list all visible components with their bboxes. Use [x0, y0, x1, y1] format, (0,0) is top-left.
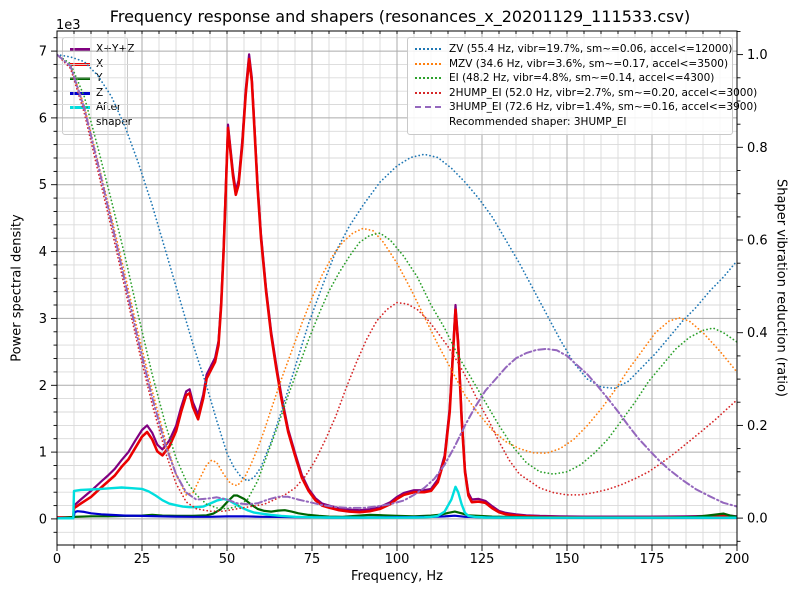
- tick-marks: [51, 31, 743, 551]
- legend-label: MZV (34.6 Hz, vibr=3.6%, sm~=0.17, accel…: [449, 57, 729, 70]
- y-right-tick-label: 0.4: [747, 326, 768, 341]
- curve-hump2: [57, 53, 737, 513]
- curves: [57, 53, 737, 520]
- y-left-tick-label: 5: [39, 178, 47, 193]
- x-tick-label: 100: [385, 552, 410, 567]
- x-tick-label: 50: [219, 552, 236, 567]
- chart-title: Frequency response and shapers (resonanc…: [109, 7, 691, 26]
- x-tick-label: 125: [470, 552, 495, 567]
- curve-x: [57, 57, 737, 519]
- y-left-tick-label: 0: [39, 512, 47, 527]
- curve-ei: [57, 53, 737, 510]
- legend-label: Z: [96, 86, 104, 99]
- recommended-shaper-text: Recommended shaper: 3HUMP_EI: [449, 115, 627, 128]
- y-axis-offset-text: 1e3: [56, 18, 81, 33]
- line-swatch-ei: [415, 77, 441, 80]
- line-swatch-mzv: [415, 62, 441, 65]
- x-tick-label: 25: [134, 552, 151, 567]
- line-swatch-3hump-ei: [415, 106, 441, 109]
- y-right-tick-label: 0.6: [747, 234, 768, 249]
- legend-footer-recommended-shaper: Recommended shaper: 3HUMP_EI: [415, 115, 725, 130]
- legend-label: ZV (55.4 Hz, vibr=19.7%, sm~=0.06, accel…: [449, 43, 733, 55]
- legend-label: EI (48.2 Hz, vibr=4.8%, sm~=0.14, accel<…: [449, 72, 715, 85]
- legend-item-2hump-ei: 2HUMP_EI (52.0 Hz, vibr=2.7%, sm~=0.20, …: [415, 86, 757, 101]
- y-right-tick-label: 1.0: [747, 48, 768, 63]
- line-swatch-2hump-ei: [415, 91, 441, 94]
- x-tick-label: 200: [725, 552, 750, 567]
- curve-after: [57, 485, 737, 520]
- x-tick-label: 75: [304, 552, 321, 567]
- y-left-tick-label: 7: [39, 45, 47, 60]
- y-right-tick-label: 0.2: [747, 419, 768, 434]
- tick-labels: 0 25 50 75 100 125 150 175 200 0 1 2 3 4 5 6 7 0.0 0.2 0.4 0…: [39, 45, 768, 567]
- x-axis-label: Frequency, Hz: [350, 569, 444, 584]
- x-tick-label: 150: [555, 552, 580, 567]
- y-right-tick-label: 0.8: [747, 141, 768, 156]
- y-left-tick-label: 6: [39, 111, 47, 126]
- y-left-tick-label: 1: [39, 446, 47, 461]
- line-swatch-after-shaper: [70, 106, 90, 110]
- legend-label: 2HUMP_EI (52.0 Hz, vibr=2.7%, sm~=0.20, …: [449, 86, 758, 99]
- legend-item-zv: ZV (55.4 Hz, vibr=19.7%, sm~=0.06, accel…: [415, 42, 732, 57]
- line-swatch-y: [70, 77, 90, 81]
- legend-item-3hump-ei: 3HUMP_EI (72.6 Hz, vibr=1.4%, sm~=0.16, …: [415, 100, 757, 115]
- line-swatch-sum: [70, 48, 90, 51]
- y-left-tick-label: 4: [39, 245, 47, 260]
- y-left-tick-label: 2: [39, 379, 47, 394]
- legend-label: 3HUMP_EI (72.6 Hz, vibr=1.4%, sm~=0.16, …: [449, 101, 758, 114]
- curve-mzv: [57, 53, 737, 496]
- curve-hump3: [57, 53, 737, 509]
- y-left-tick-label: 3: [39, 312, 47, 327]
- shaper-legend: ZV (55.4 Hz, vibr=19.7%, sm~=0.06, accel…: [407, 37, 757, 135]
- legend-label: X: [96, 57, 104, 70]
- x-tick-label: 175: [640, 552, 665, 567]
- legend-item-mzv: MZV (34.6 Hz, vibr=3.6%, sm~=0.17, accel…: [415, 57, 729, 72]
- legend-item-ei: EI (48.2 Hz, vibr=4.8%, sm~=0.14, accel<…: [415, 71, 725, 86]
- y-right-tick-label: 0.0: [747, 512, 768, 527]
- curve-zv: [57, 53, 737, 482]
- x-tick-label: 0: [53, 552, 61, 567]
- line-swatch-zv: [415, 48, 441, 50]
